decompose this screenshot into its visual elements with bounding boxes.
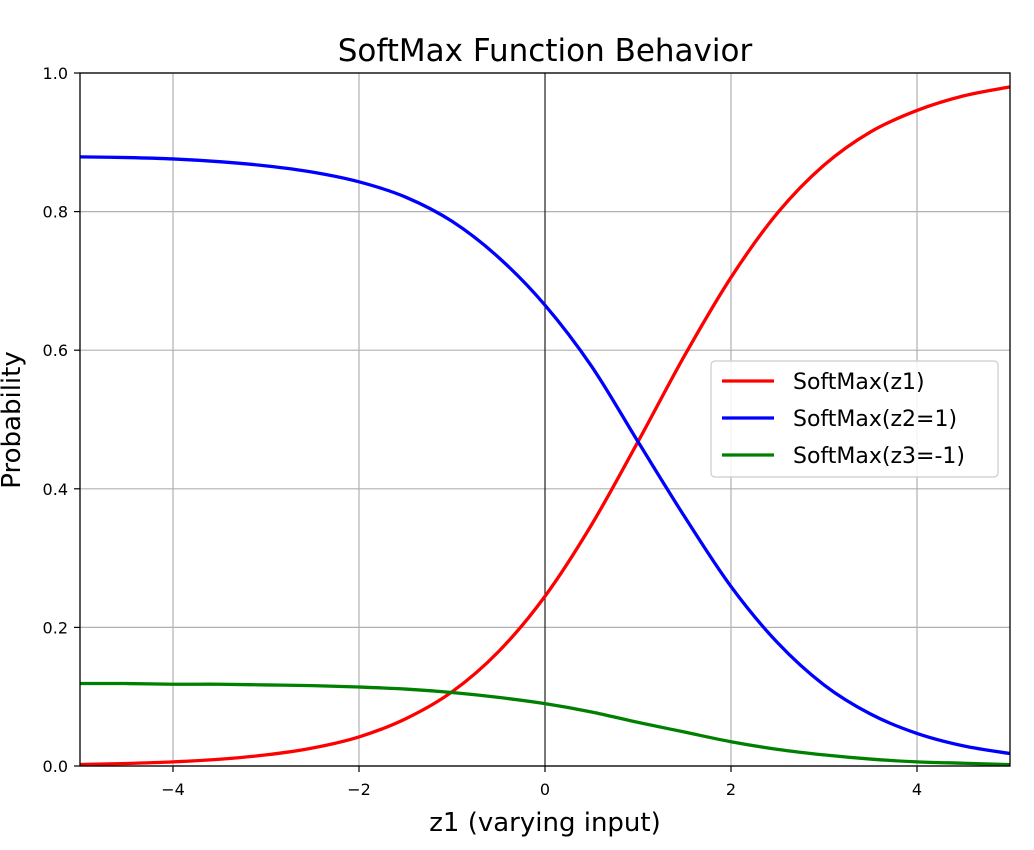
y-tick-label: 0.2 (43, 618, 68, 637)
y-axis-label: Probability (0, 351, 27, 488)
legend-label: SoftMax(z1) (793, 370, 925, 395)
legend: SoftMax(z1) SoftMax(z2=1) SoftMax(z3=-1) (710, 360, 999, 478)
y-tick-label: 0.4 (43, 480, 68, 499)
series-line-3 (79, 681, 1011, 767)
chart-title: SoftMax Function Behavior (338, 33, 753, 69)
legend-label: SoftMax(z2=1) (793, 407, 957, 432)
legend-box (710, 360, 999, 478)
legend-label: SoftMax(z3=-1) (793, 444, 965, 469)
y-tick-label: 0.8 (43, 203, 68, 222)
x-axis-label: z1 (varying input) (429, 808, 661, 838)
series-line-2 (79, 155, 1011, 756)
x-axis-ticks: −4 −2 0 2 4 (161, 766, 922, 799)
y-tick-label: 1.0 (43, 64, 68, 83)
x-tick-label: −4 (161, 780, 185, 799)
y-tick-label: 0.0 (43, 757, 68, 776)
y-tick-label: 0.6 (43, 341, 68, 360)
x-tick-label: 0 (540, 780, 550, 799)
series-lines (79, 85, 1011, 767)
y-axis-ticks: 0.0 0.2 0.4 0.6 0.8 1.0 (43, 64, 80, 776)
x-tick-label: 4 (912, 780, 922, 799)
x-tick-label: 2 (726, 780, 736, 799)
x-tick-label: −2 (347, 780, 371, 799)
series-line-1 (79, 85, 1011, 767)
